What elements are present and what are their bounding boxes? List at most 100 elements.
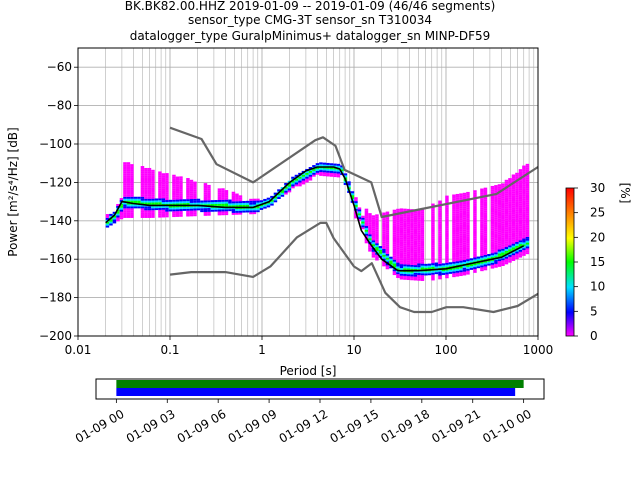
psd-heatmap-cell: [459, 239, 463, 242]
psd-heatmap-cell: [452, 271, 456, 274]
psd-heatmap-cell: [501, 185, 505, 188]
psd-heatmap-cell: [165, 198, 169, 201]
psd-heatmap-cell: [175, 201, 180, 204]
psd-heatmap-cell: [525, 184, 530, 187]
psd-heatmap-cell: [511, 228, 516, 231]
psd-heatmap-cell: [126, 164, 131, 167]
psd-heatmap-cell: [112, 219, 117, 222]
psd-heatmap-cell: [333, 165, 337, 168]
psd-heatmap-cell: [200, 200, 204, 203]
psd-heatmap-cell: [466, 236, 470, 239]
psd-heatmap-cell: [497, 214, 502, 217]
psd-heatmap-cell: [462, 192, 467, 195]
psd-heatmap-cell: [501, 250, 505, 253]
psd-heatmap-cell: [189, 210, 194, 213]
psd-heatmap-cell: [518, 197, 523, 200]
psd-heatmap-cell: [490, 187, 495, 190]
psd-heatmap-cell: [459, 241, 463, 244]
psd-heatmap-cell: [364, 233, 369, 236]
psd-heatmap-cell: [186, 178, 190, 181]
psd-heatmap-cell: [452, 200, 456, 203]
psd-heatmap-cell: [490, 199, 495, 202]
psd-heatmap-cell: [385, 251, 390, 254]
psd-heatmap-cell: [392, 250, 397, 253]
psd-heatmap-cell: [525, 202, 530, 205]
psd-heatmap-cell: [193, 183, 197, 186]
psd-heatmap-cell: [511, 174, 516, 177]
psd-heatmap-cell: [438, 275, 442, 278]
psd-heatmap-cell: [144, 191, 148, 193]
psd-heatmap-cell: [480, 240, 484, 243]
psd-heatmap-cell: [263, 198, 267, 201]
psd-heatmap-cell: [403, 225, 407, 228]
psd-heatmap-cell: [497, 234, 502, 237]
psd-heatmap-cell: [431, 255, 435, 258]
psd-heatmap-cell: [238, 208, 243, 211]
psd-heatmap-cell: [130, 164, 134, 167]
psd-heatmap-cell: [385, 242, 390, 245]
psd-heatmap-cell: [130, 210, 134, 213]
psd-heatmap-cell: [256, 200, 260, 203]
psd-heatmap-cell: [511, 176, 516, 179]
psd-heatmap-cell: [452, 250, 456, 253]
psd-heatmap-cell: [504, 208, 509, 211]
psd-heatmap-cell: [158, 211, 162, 214]
psd-heatmap-cell: [466, 205, 470, 208]
psd-heatmap-cell: [140, 200, 145, 203]
psd-heatmap-cell: [203, 194, 208, 197]
psd-heatmap-cell: [417, 211, 421, 214]
psd-heatmap-cell: [452, 242, 456, 245]
psd-heatmap-cell: [252, 204, 257, 207]
psd-heatmap-cell: [483, 212, 488, 215]
psd-heatmap-cell: [497, 259, 502, 262]
psd-heatmap-cell: [329, 169, 334, 172]
psd-heatmap-cell: [494, 206, 498, 209]
psd-heatmap-cell: [501, 214, 505, 217]
psd-heatmap-cell: [504, 245, 509, 248]
psd-heatmap-cell: [350, 193, 355, 196]
psd-heatmap-cell: [203, 185, 208, 188]
psd-heatmap-cell: [130, 189, 134, 192]
psd-heatmap-cell: [126, 166, 131, 169]
psd-heatmap-cell: [203, 211, 208, 214]
psd-heatmap-cell: [501, 237, 505, 240]
psd-heatmap-cell: [427, 267, 432, 270]
psd-heatmap-cell: [207, 196, 211, 199]
psd-heatmap-cell: [445, 201, 449, 204]
psd-heatmap-cell: [403, 241, 407, 244]
psd-heatmap-cell: [179, 207, 183, 210]
psd-heatmap-cell: [109, 219, 113, 222]
psd-heatmap-cell: [504, 256, 509, 259]
psd-heatmap-cell: [221, 209, 225, 212]
psd-heatmap-cell: [490, 253, 495, 256]
psd-heatmap-cell: [445, 232, 449, 235]
y-tick-label: −60: [47, 60, 72, 74]
psd-heatmap-cell: [445, 216, 449, 219]
psd-heatmap-cell: [413, 217, 418, 220]
psd-heatmap-cell: [375, 254, 379, 257]
psd-heatmap-cell: [392, 234, 397, 237]
psd-heatmap-cell: [385, 225, 390, 228]
psd-heatmap-cell: [431, 234, 435, 237]
psd-heatmap-cell: [417, 223, 421, 226]
psd-heatmap-cell: [511, 218, 516, 221]
psd-heatmap-cell: [224, 209, 229, 212]
psd-heatmap-cell: [172, 201, 176, 204]
psd-heatmap-cell: [420, 227, 425, 230]
psd-heatmap-cell: [193, 202, 197, 205]
psd-heatmap-cell: [494, 238, 498, 241]
psd-heatmap-cell: [494, 198, 498, 201]
x-tick-label: 1: [258, 343, 266, 357]
psd-heatmap-cell: [158, 196, 162, 199]
psd-heatmap-cell: [480, 263, 484, 266]
psd-heatmap-cell: [371, 238, 376, 241]
psd-heatmap-cell: [504, 239, 509, 242]
psd-heatmap-cell: [126, 183, 131, 186]
psd-heatmap-cell: [144, 215, 148, 218]
psd-heatmap-cell: [490, 243, 495, 246]
psd-heatmap-cell: [368, 232, 372, 235]
psd-heatmap-cell: [189, 206, 194, 209]
psd-heatmap-cell: [515, 226, 519, 229]
psd-heatmap-cell: [466, 255, 470, 258]
